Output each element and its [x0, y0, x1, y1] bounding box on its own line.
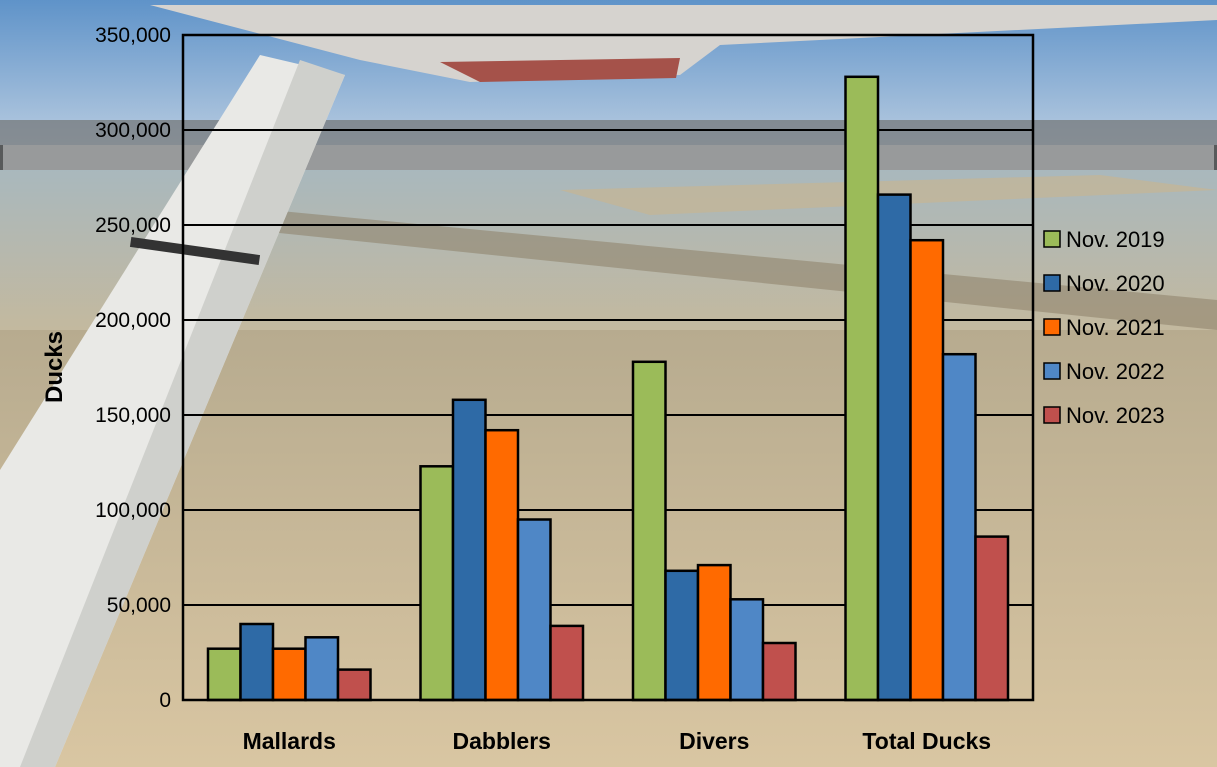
strut-band — [129, 237, 261, 265]
category-label: Total Ducks — [862, 728, 991, 754]
legend-label: Nov. 2019 — [1066, 227, 1165, 252]
y-tick-labels: 0 50,000 100,000 150,000 200,000 250,000 300,0… — [95, 24, 171, 712]
legend: Nov. 2019 Nov. 2020 Nov. 2021 Nov. 2022 Nov.… — [1043, 227, 1165, 428]
legend-swatch — [1043, 318, 1061, 336]
field-strip — [250, 210, 1217, 330]
legend-swatch — [1043, 230, 1061, 248]
legend-label: Nov. 2020 — [1066, 271, 1165, 296]
bar-nov-2023-divers — [761, 641, 797, 702]
category-label: Dabblers — [453, 728, 551, 754]
y-tick-label: 100,000 — [95, 499, 171, 522]
bar-nov-2019-mallards — [206, 647, 242, 702]
category-label: Mallards — [243, 728, 336, 754]
bar-nov-2019-total-ducks — [844, 75, 880, 702]
y-tick-label: 200,000 — [95, 309, 171, 332]
bar-nov-2020-dabblers — [451, 398, 487, 702]
bar-nov-2021-total-ducks — [909, 238, 945, 702]
airplane-wing — [150, 5, 1217, 82]
legend-label: Nov. 2023 — [1066, 403, 1165, 428]
legend-swatch — [1043, 406, 1061, 424]
bar-nov-2021-divers — [696, 563, 732, 702]
bar-nov-2020-mallards — [239, 622, 275, 702]
bar-nov-2020-total-ducks — [876, 193, 912, 702]
y-tick-label: 50,000 — [107, 594, 171, 617]
bar-nov-2023-mallards — [336, 668, 372, 702]
bar-nov-2022-mallards — [304, 636, 340, 702]
y-tick-label: 0 — [159, 689, 171, 712]
category-labels: Mallards Dabblers Divers Total Ducks — [243, 728, 991, 754]
y-axis-title: Ducks — [41, 331, 68, 403]
bar-nov-2020-divers — [664, 569, 700, 702]
bar-nov-2019-dabblers — [419, 465, 455, 702]
bar-nov-2022-total-ducks — [941, 352, 977, 702]
legend-label: Nov. 2022 — [1066, 359, 1165, 384]
bar-nov-2021-dabblers — [484, 428, 520, 702]
wing-trim — [440, 58, 680, 82]
axes — [181, 33, 1035, 702]
bar-nov-2023-total-ducks — [974, 535, 1010, 702]
legend-swatch — [1043, 362, 1061, 380]
y-tick-label: 350,000 — [95, 24, 171, 47]
y-tick-label: 300,000 — [95, 119, 171, 142]
y-tick-label: 250,000 — [95, 214, 171, 237]
legend-label: Nov. 2021 — [1066, 315, 1165, 340]
bar-nov-2021-mallards — [271, 647, 307, 702]
category-label: Divers — [679, 728, 749, 754]
y-tick-label: 150,000 — [95, 404, 171, 427]
bar-nov-2022-dabblers — [516, 518, 552, 702]
bars — [206, 75, 1010, 702]
bar-nov-2023-dabblers — [549, 624, 585, 702]
plot-area-border — [181, 33, 1035, 702]
bar-nov-2022-divers — [729, 598, 765, 702]
bar-nov-2019-divers — [631, 360, 667, 702]
legend-swatch — [1043, 274, 1061, 292]
